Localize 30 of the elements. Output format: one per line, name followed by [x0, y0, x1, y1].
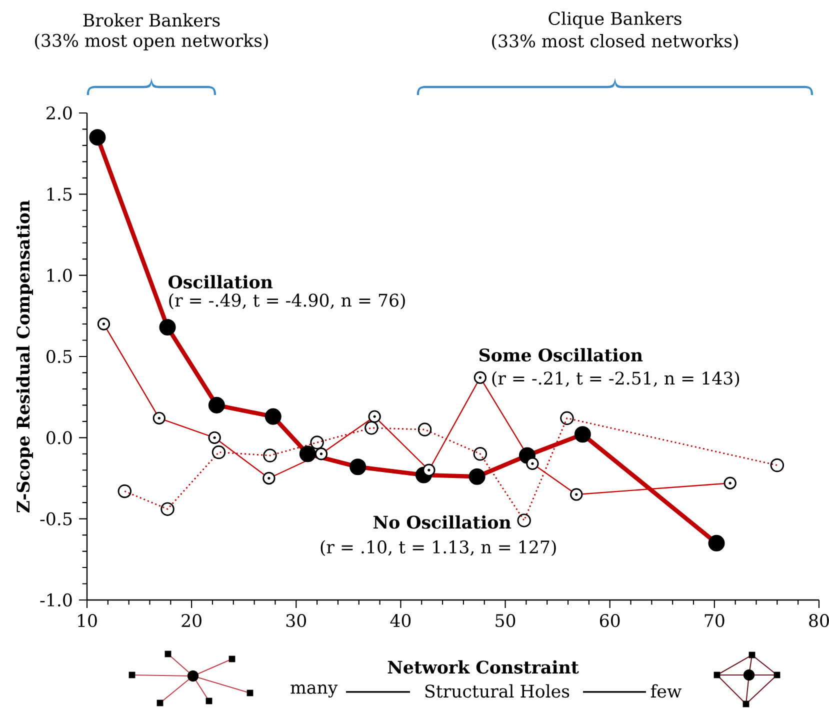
x-tick-label: 40 [390, 614, 411, 628]
text: (33% most closed networks) [492, 34, 738, 50]
y-tick-label: 1.5 [48, 188, 72, 201]
x-tick-label: 10 [78, 614, 97, 628]
text: Clique Bankers [548, 12, 682, 28]
y-tick-label: -0.5 [40, 512, 72, 526]
x-tick-label: 30 [286, 614, 306, 628]
text: many [290, 684, 338, 698]
x-tick-label: 70 [704, 614, 724, 628]
text: Structural Holes [425, 684, 570, 698]
x-tick-label: 60 [600, 614, 620, 628]
text: few [650, 684, 682, 698]
x-axis-title: Network Constraint [388, 660, 579, 674]
y-tick-label: 2.0 [46, 106, 72, 120]
series-label: Oscillation [168, 275, 273, 289]
series-label: Some Oscillation [480, 348, 643, 362]
y-tick-label: 0.5 [46, 350, 72, 364]
series-label: No Oscillation [373, 515, 511, 529]
text: (33% most open networks) [35, 34, 268, 50]
text: Broker Bankers [83, 13, 220, 27]
y-tick-label: -1.0 [40, 593, 72, 607]
annotation: (r = .10, t = 1.13, n = 127) [320, 540, 556, 556]
annotation: (r = -.21, t = -2.51, n = 143) [492, 371, 740, 388]
x-tick-label: 20 [182, 614, 202, 628]
x-tick-label: 50 [496, 614, 516, 628]
y-tick-label: 0.0 [46, 431, 72, 444]
annotation: (r = -.49, t = -4.90, n = 76) [169, 293, 405, 310]
y-tick-label: 1.0 [48, 268, 72, 282]
x-tick-label: 80 [809, 614, 829, 628]
y-axis-title: Z-Scope Residual Compensation [16, 200, 34, 512]
